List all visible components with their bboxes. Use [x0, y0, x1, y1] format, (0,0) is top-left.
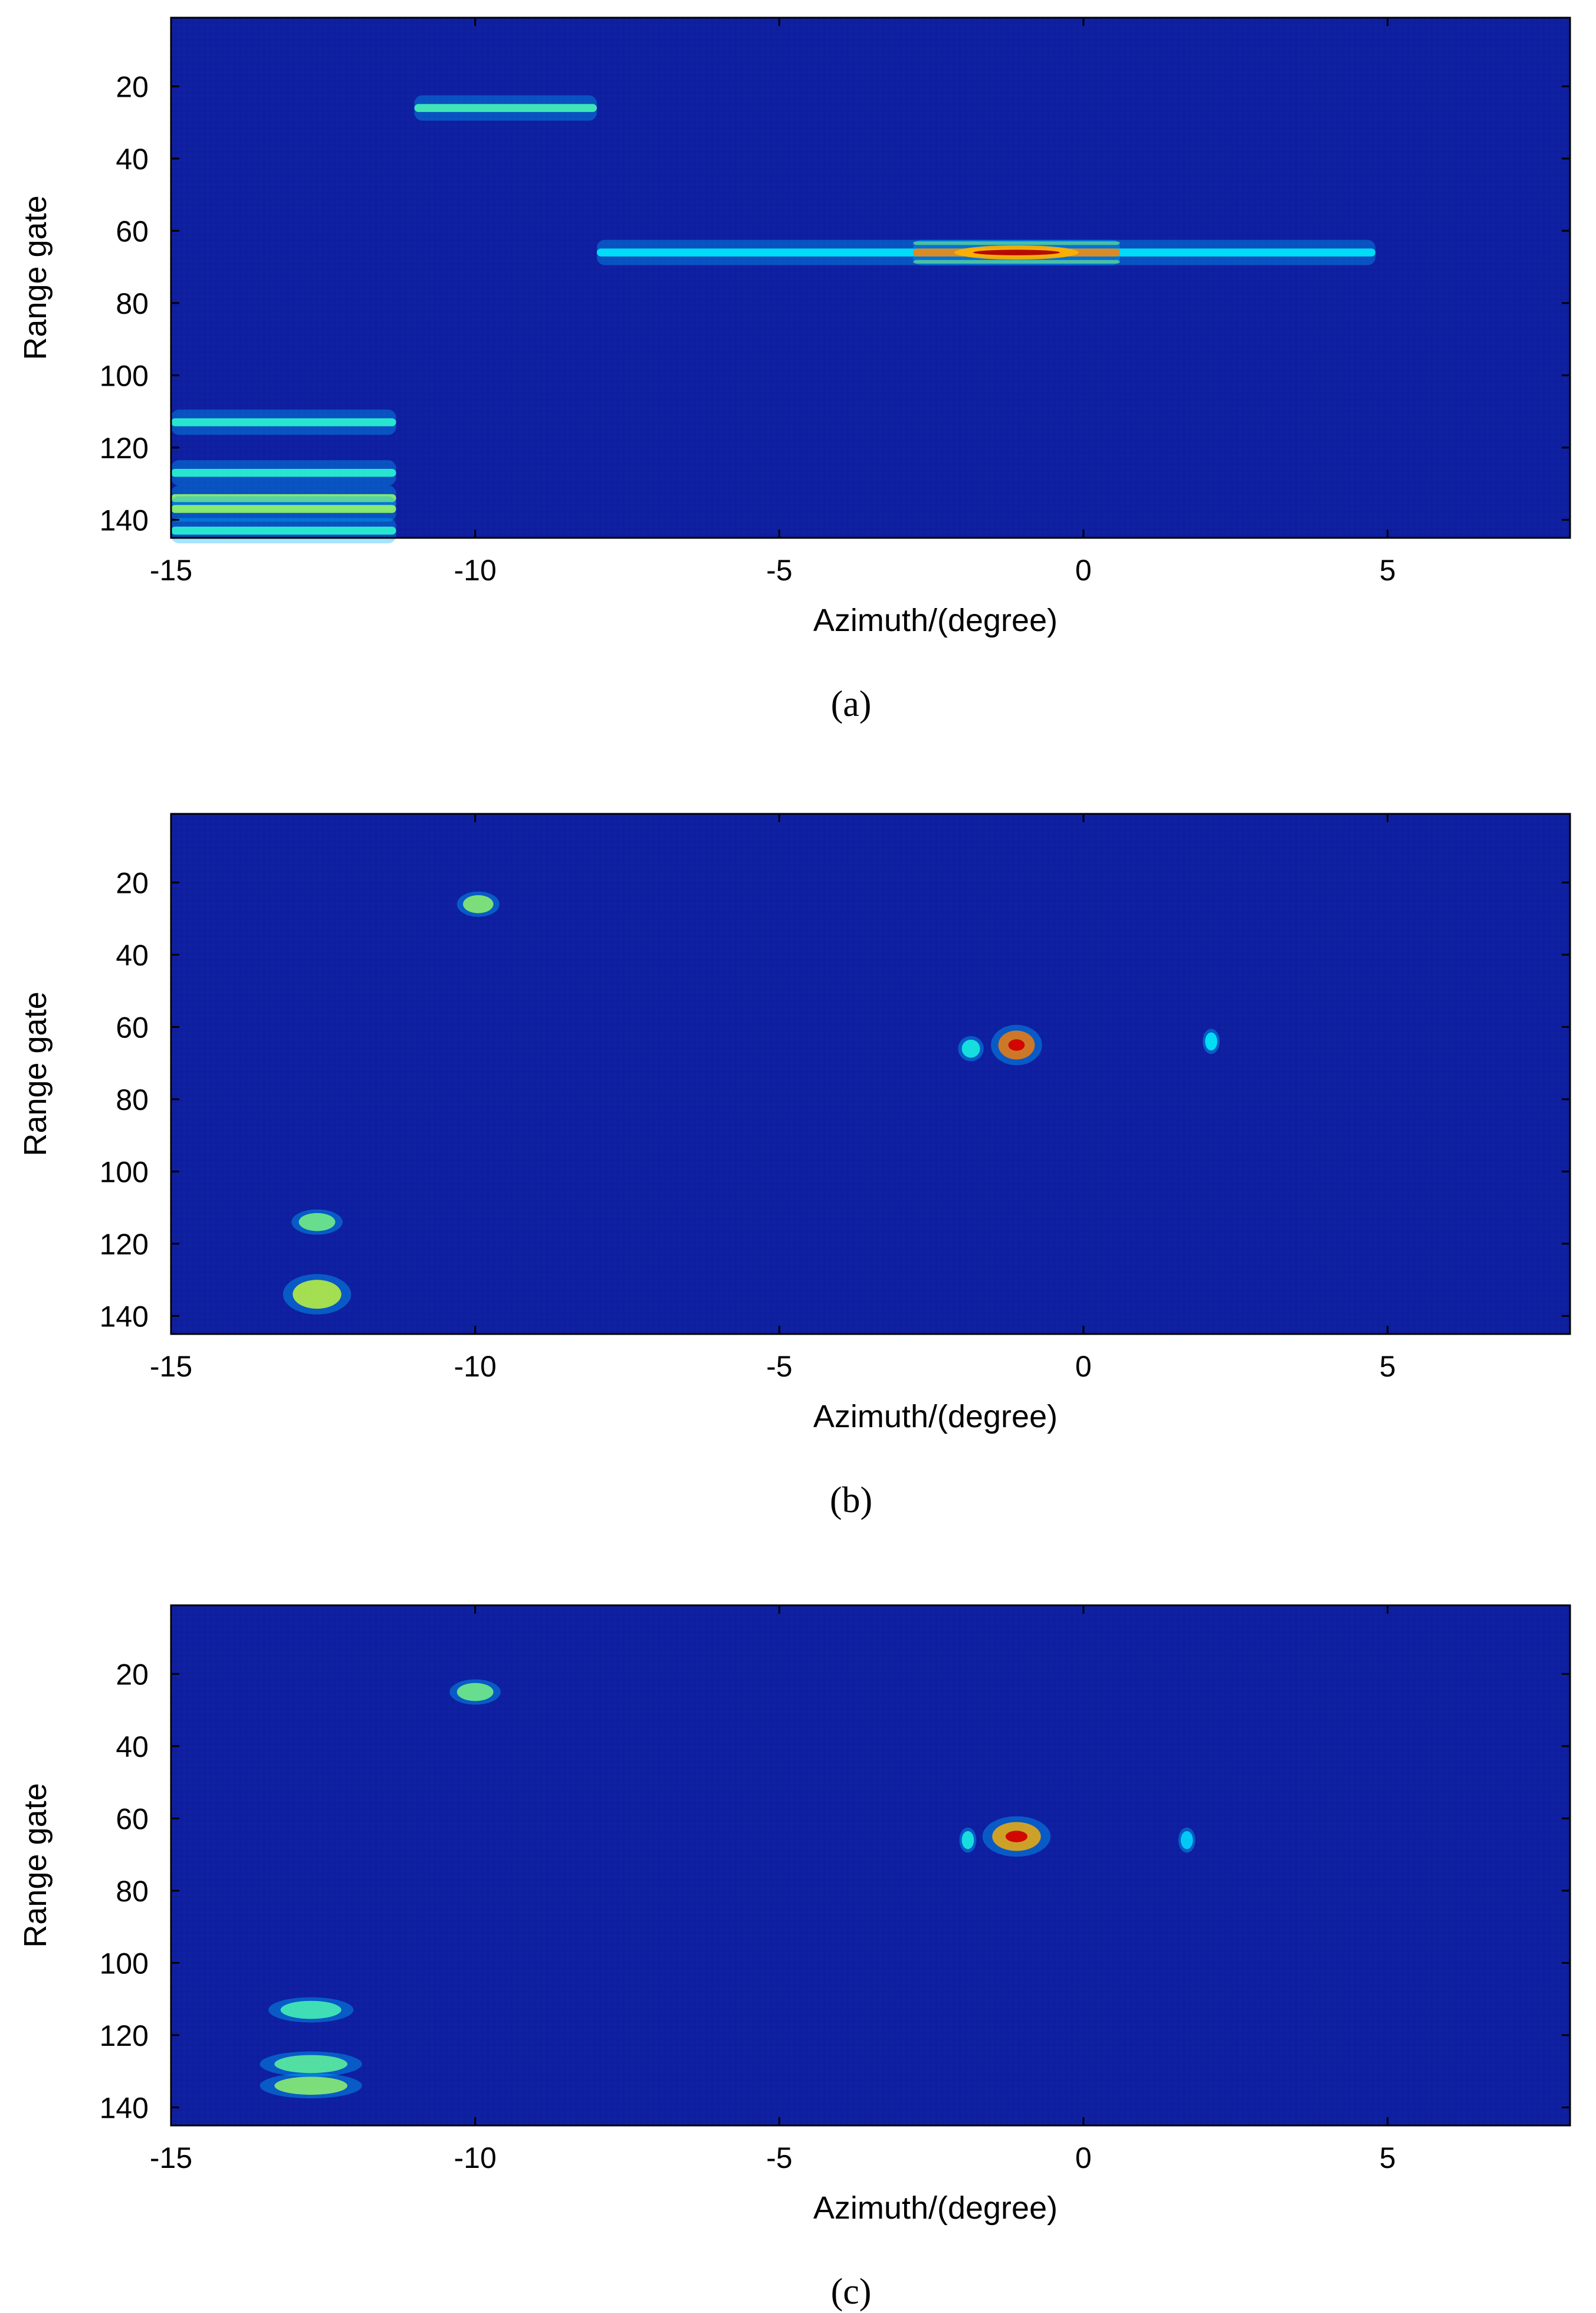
heatmap-feature — [291, 1209, 343, 1235]
x-tick-label: 5 — [1380, 554, 1396, 587]
heatmap-feature — [913, 239, 1120, 265]
y-tick-label: 100 — [100, 359, 149, 392]
y-tick-label: 20 — [116, 70, 149, 103]
y-tick-label: 100 — [100, 1155, 149, 1188]
y-tick-label: 80 — [116, 1083, 149, 1116]
heatmap-feature — [958, 1036, 984, 1062]
chart-panel-3: -15 -10 -5 0 5 20 40 60 80 100 120 140 Azimuth/(degr… — [18, 1604, 1571, 2312]
x-tick-label: 0 — [1075, 2141, 1092, 2174]
y-tick-label: 140 — [100, 2091, 149, 2124]
y-tick-label: 20 — [116, 1658, 149, 1691]
x-tick-label: -10 — [454, 2141, 497, 2174]
heatmap-feature — [982, 1816, 1051, 1857]
heatmap-feature — [171, 409, 396, 435]
heatmap-feature — [1178, 1827, 1196, 1853]
heatmap-feature — [260, 2051, 362, 2077]
plot-frame — [170, 813, 1571, 1335]
y-tick-label: 80 — [116, 1875, 149, 1908]
x-tick-label: 0 — [1075, 554, 1092, 587]
x-tick-label: 5 — [1380, 2141, 1396, 2174]
y-tick-label: 80 — [116, 287, 149, 320]
heatmap-feature — [991, 1024, 1042, 1066]
y-tick-label: 60 — [116, 215, 149, 248]
heatmap-feature — [171, 518, 396, 544]
heatmap-feature — [414, 95, 597, 121]
x-tick-label: -15 — [150, 554, 192, 587]
x-axis-title: Azimuth/(degree) — [813, 1399, 1058, 1434]
y-axis-title: Range gate — [18, 1783, 53, 1947]
heatmap-feature — [1203, 1029, 1220, 1054]
heatmap-feature — [283, 1274, 352, 1315]
y-tick-label: 120 — [100, 432, 149, 465]
panel-caption: (c) — [831, 2272, 872, 2312]
x-tick-label: -15 — [150, 2141, 192, 2174]
heatmap-feature — [457, 891, 500, 917]
heatmap-feature — [171, 485, 396, 511]
x-tick-label: -10 — [454, 554, 497, 587]
y-tick-label: 140 — [100, 504, 149, 537]
heatmap-feature — [449, 1679, 501, 1705]
x-tick-label: -5 — [766, 554, 792, 587]
heatmap-feature — [260, 2073, 362, 2099]
y-tick-label: 120 — [100, 2019, 149, 2052]
y-tick-label: 40 — [116, 1730, 149, 1763]
heatmap-noise — [171, 18, 1570, 538]
heatmap-noise — [171, 1605, 1570, 2125]
x-tick-label: -10 — [454, 1350, 497, 1383]
y-tick-label: 100 — [100, 1947, 149, 1980]
y-tick-label: 40 — [116, 143, 149, 176]
x-tick-label: -5 — [766, 2141, 792, 2174]
heatmap-feature — [268, 1997, 354, 2023]
chart-panel-1: -15 -10 -5 0 5 20 40 60 80 100 120 140 Azimuth/(degr… — [18, 17, 1571, 724]
x-axis-title: Azimuth/(degree) — [813, 2190, 1058, 2226]
plot-frame — [170, 17, 1571, 539]
panel-caption: (a) — [831, 684, 872, 724]
y-axis-title: Range gate — [18, 195, 53, 360]
heatmap-feature — [959, 1827, 977, 1853]
x-axis-title: Azimuth/(degree) — [813, 603, 1058, 638]
y-tick-label: 120 — [100, 1228, 149, 1261]
x-tick-label: -5 — [766, 1350, 792, 1383]
x-tick-label: -15 — [150, 1350, 192, 1383]
panel-caption: (b) — [830, 1480, 872, 1520]
y-axis-title: Range gate — [18, 991, 53, 1156]
y-tick-label: 60 — [116, 1802, 149, 1835]
plot-frame — [170, 1604, 1571, 2127]
heatmap-noise — [171, 814, 1570, 1334]
chart-panel-2: -15 -10 -5 0 5 20 40 60 80 100 120 140 Azimuth/(degr… — [18, 813, 1571, 1520]
y-tick-label: 40 — [116, 939, 149, 972]
x-tick-label: 5 — [1380, 1350, 1396, 1383]
y-tick-label: 60 — [116, 1011, 149, 1044]
y-tick-label: 20 — [116, 866, 149, 899]
heatmap-feature — [171, 496, 396, 522]
heatmap-feature — [171, 460, 396, 486]
x-tick-label: 0 — [1075, 1350, 1092, 1383]
y-tick-label: 140 — [100, 1300, 149, 1333]
